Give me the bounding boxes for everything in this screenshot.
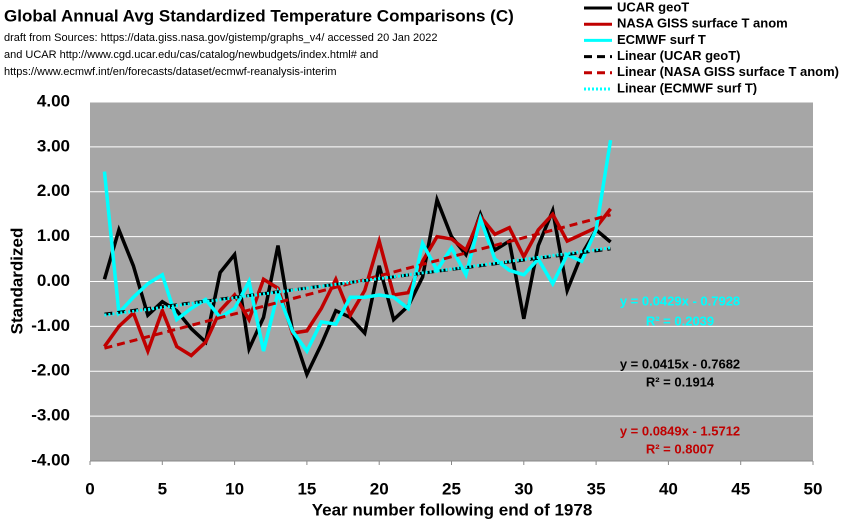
trend-line: [104, 213, 611, 350]
x-tick-label: 50: [804, 479, 823, 498]
trend-line: [104, 246, 611, 317]
y-tick-label: 1.00: [37, 226, 70, 245]
x-tick-label: 30: [514, 479, 533, 498]
subtitle: draft from Sources: https://data.giss.na…: [4, 32, 438, 44]
x-tick-label: 15: [297, 479, 316, 498]
annotation: y = 0.0415x - 0.7682: [620, 356, 740, 371]
legend-label: Linear (ECMWF surf T): [617, 80, 757, 95]
x-tick-label: 0: [85, 479, 94, 498]
data-line: [103, 207, 612, 358]
subtitle: and UCAR http://www.cgd.ucar.edu/cas/cat…: [4, 49, 378, 61]
x-tick-label: 5: [158, 479, 167, 498]
annotation: R² = 0.1914: [646, 374, 715, 389]
y-tick-label: -1.00: [31, 316, 70, 335]
annotation: y = 0.0849x - 1.5712: [620, 423, 740, 438]
x-tick-label: 40: [659, 479, 678, 498]
legend-label: NASA GISS surface T anom: [617, 16, 788, 31]
legend-label: Linear (NASA GISS surface T anom): [617, 64, 839, 79]
legend-label: ECMWF surf T: [617, 32, 706, 47]
x-tick-label: 25: [442, 479, 461, 498]
x-axis-label: Year number following end of 1978: [312, 500, 593, 519]
x-tick-label: 10: [225, 479, 244, 498]
y-tick-label: -4.00: [31, 450, 70, 469]
y-tick-label: -2.00: [31, 361, 70, 380]
y-axis-label: Standardized: [7, 228, 26, 335]
y-tick-label: 4.00: [37, 91, 70, 110]
y-tick-label: -3.00: [31, 406, 70, 425]
y-tick-label: 2.00: [37, 181, 70, 200]
data-line: [102, 139, 613, 355]
data-line: [102, 193, 612, 380]
y-tick-label: 3.00: [37, 136, 70, 155]
legend-label: UCAR geoT: [617, 0, 689, 14]
legend-label: Linear (UCAR geoT): [617, 48, 741, 63]
annotation: y = 0.0429x - 0.7928: [620, 293, 740, 308]
annotation: R² = 0.8007: [646, 441, 714, 456]
x-tick-label: 45: [731, 479, 750, 498]
y-tick-label: 0.00: [37, 271, 70, 290]
x-tick-label: 20: [370, 479, 389, 498]
x-tick-label: 35: [587, 479, 606, 498]
annotation: R² = 0.2039: [646, 313, 714, 328]
subtitle: https://www.ecmwf.int/en/forecasts/datas…: [4, 66, 337, 78]
chart-title: Global Annual Avg Standardized Temperatu…: [4, 6, 514, 25]
